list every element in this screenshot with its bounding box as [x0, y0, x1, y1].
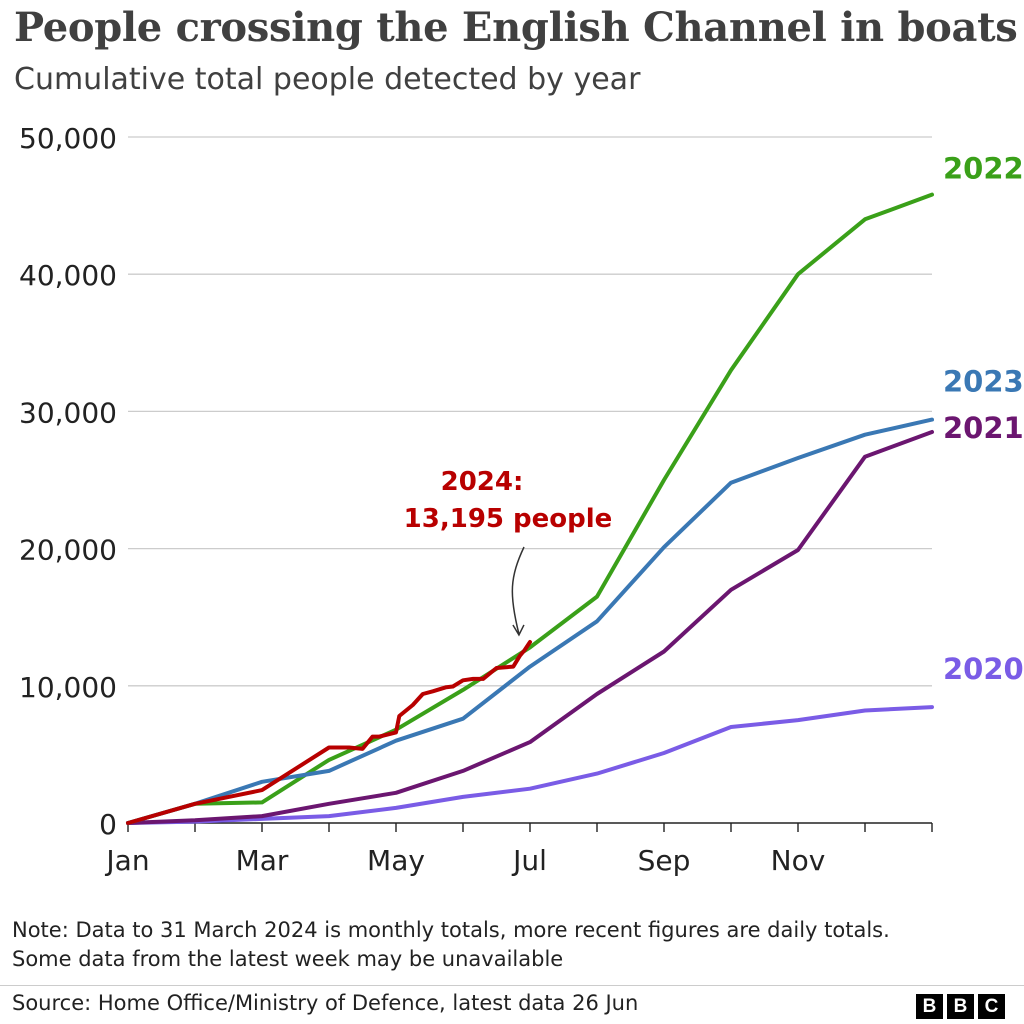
- series-label-2021: 2021: [943, 411, 1024, 445]
- x-tick-label: May: [367, 844, 425, 877]
- bbc-logo-letter: B: [947, 994, 974, 1019]
- x-tick-label: Mar: [236, 844, 289, 877]
- chart-title: People crossing the English Channel in b…: [14, 4, 1018, 51]
- x-tick-label: Nov: [771, 844, 826, 877]
- series-line-2023: [126, 417, 934, 825]
- footer-divider: [0, 985, 1024, 986]
- bbc-logo-letter: C: [978, 994, 1005, 1019]
- series-line-2020: [126, 705, 934, 825]
- bbc-logo: B B C: [916, 994, 1005, 1019]
- series-line-2024: [126, 640, 532, 825]
- chart-note: Note: Data to 31 March 2024 is monthly t…: [12, 916, 1012, 974]
- annotation-arrowhead: [512, 624, 525, 637]
- chart-subtitle: Cumulative total people detected by year: [14, 62, 641, 97]
- annotation-arrow: [511, 546, 525, 635]
- y-tick-label: 20,000: [19, 534, 117, 567]
- series-label-2023: 2023: [943, 365, 1024, 399]
- y-tick-label: 0: [99, 808, 117, 841]
- y-tick-label: 50,000: [19, 122, 117, 155]
- x-tick-label: Jul: [511, 844, 547, 877]
- x-tick-label: Jan: [104, 844, 149, 877]
- y-tick-label: 10,000: [19, 671, 117, 704]
- series-line-2021: [126, 430, 934, 825]
- y-tick-label: 30,000: [19, 396, 117, 429]
- series-label-2022: 2022: [943, 152, 1024, 186]
- annotation-label: 13,195 people: [404, 504, 613, 534]
- series-line-2022: [126, 192, 934, 825]
- bbc-logo-letter: B: [916, 994, 943, 1019]
- x-tick-label: Sep: [638, 844, 691, 877]
- note-line: Some data from the latest week may be un…: [12, 947, 564, 971]
- y-tick-label: 40,000: [19, 259, 117, 292]
- line-chart: 0 10,000 20,000 30,000 40,000 50,000 Jan Mar May…: [19, 122, 1024, 877]
- series-label-2020: 2020: [943, 652, 1024, 686]
- annotation-label: 2024:: [441, 467, 524, 497]
- note-line: Note: Data to 31 March 2024 is monthly t…: [12, 918, 890, 942]
- source-credit: Source: Home Office/Ministry of Defence,…: [12, 991, 639, 1015]
